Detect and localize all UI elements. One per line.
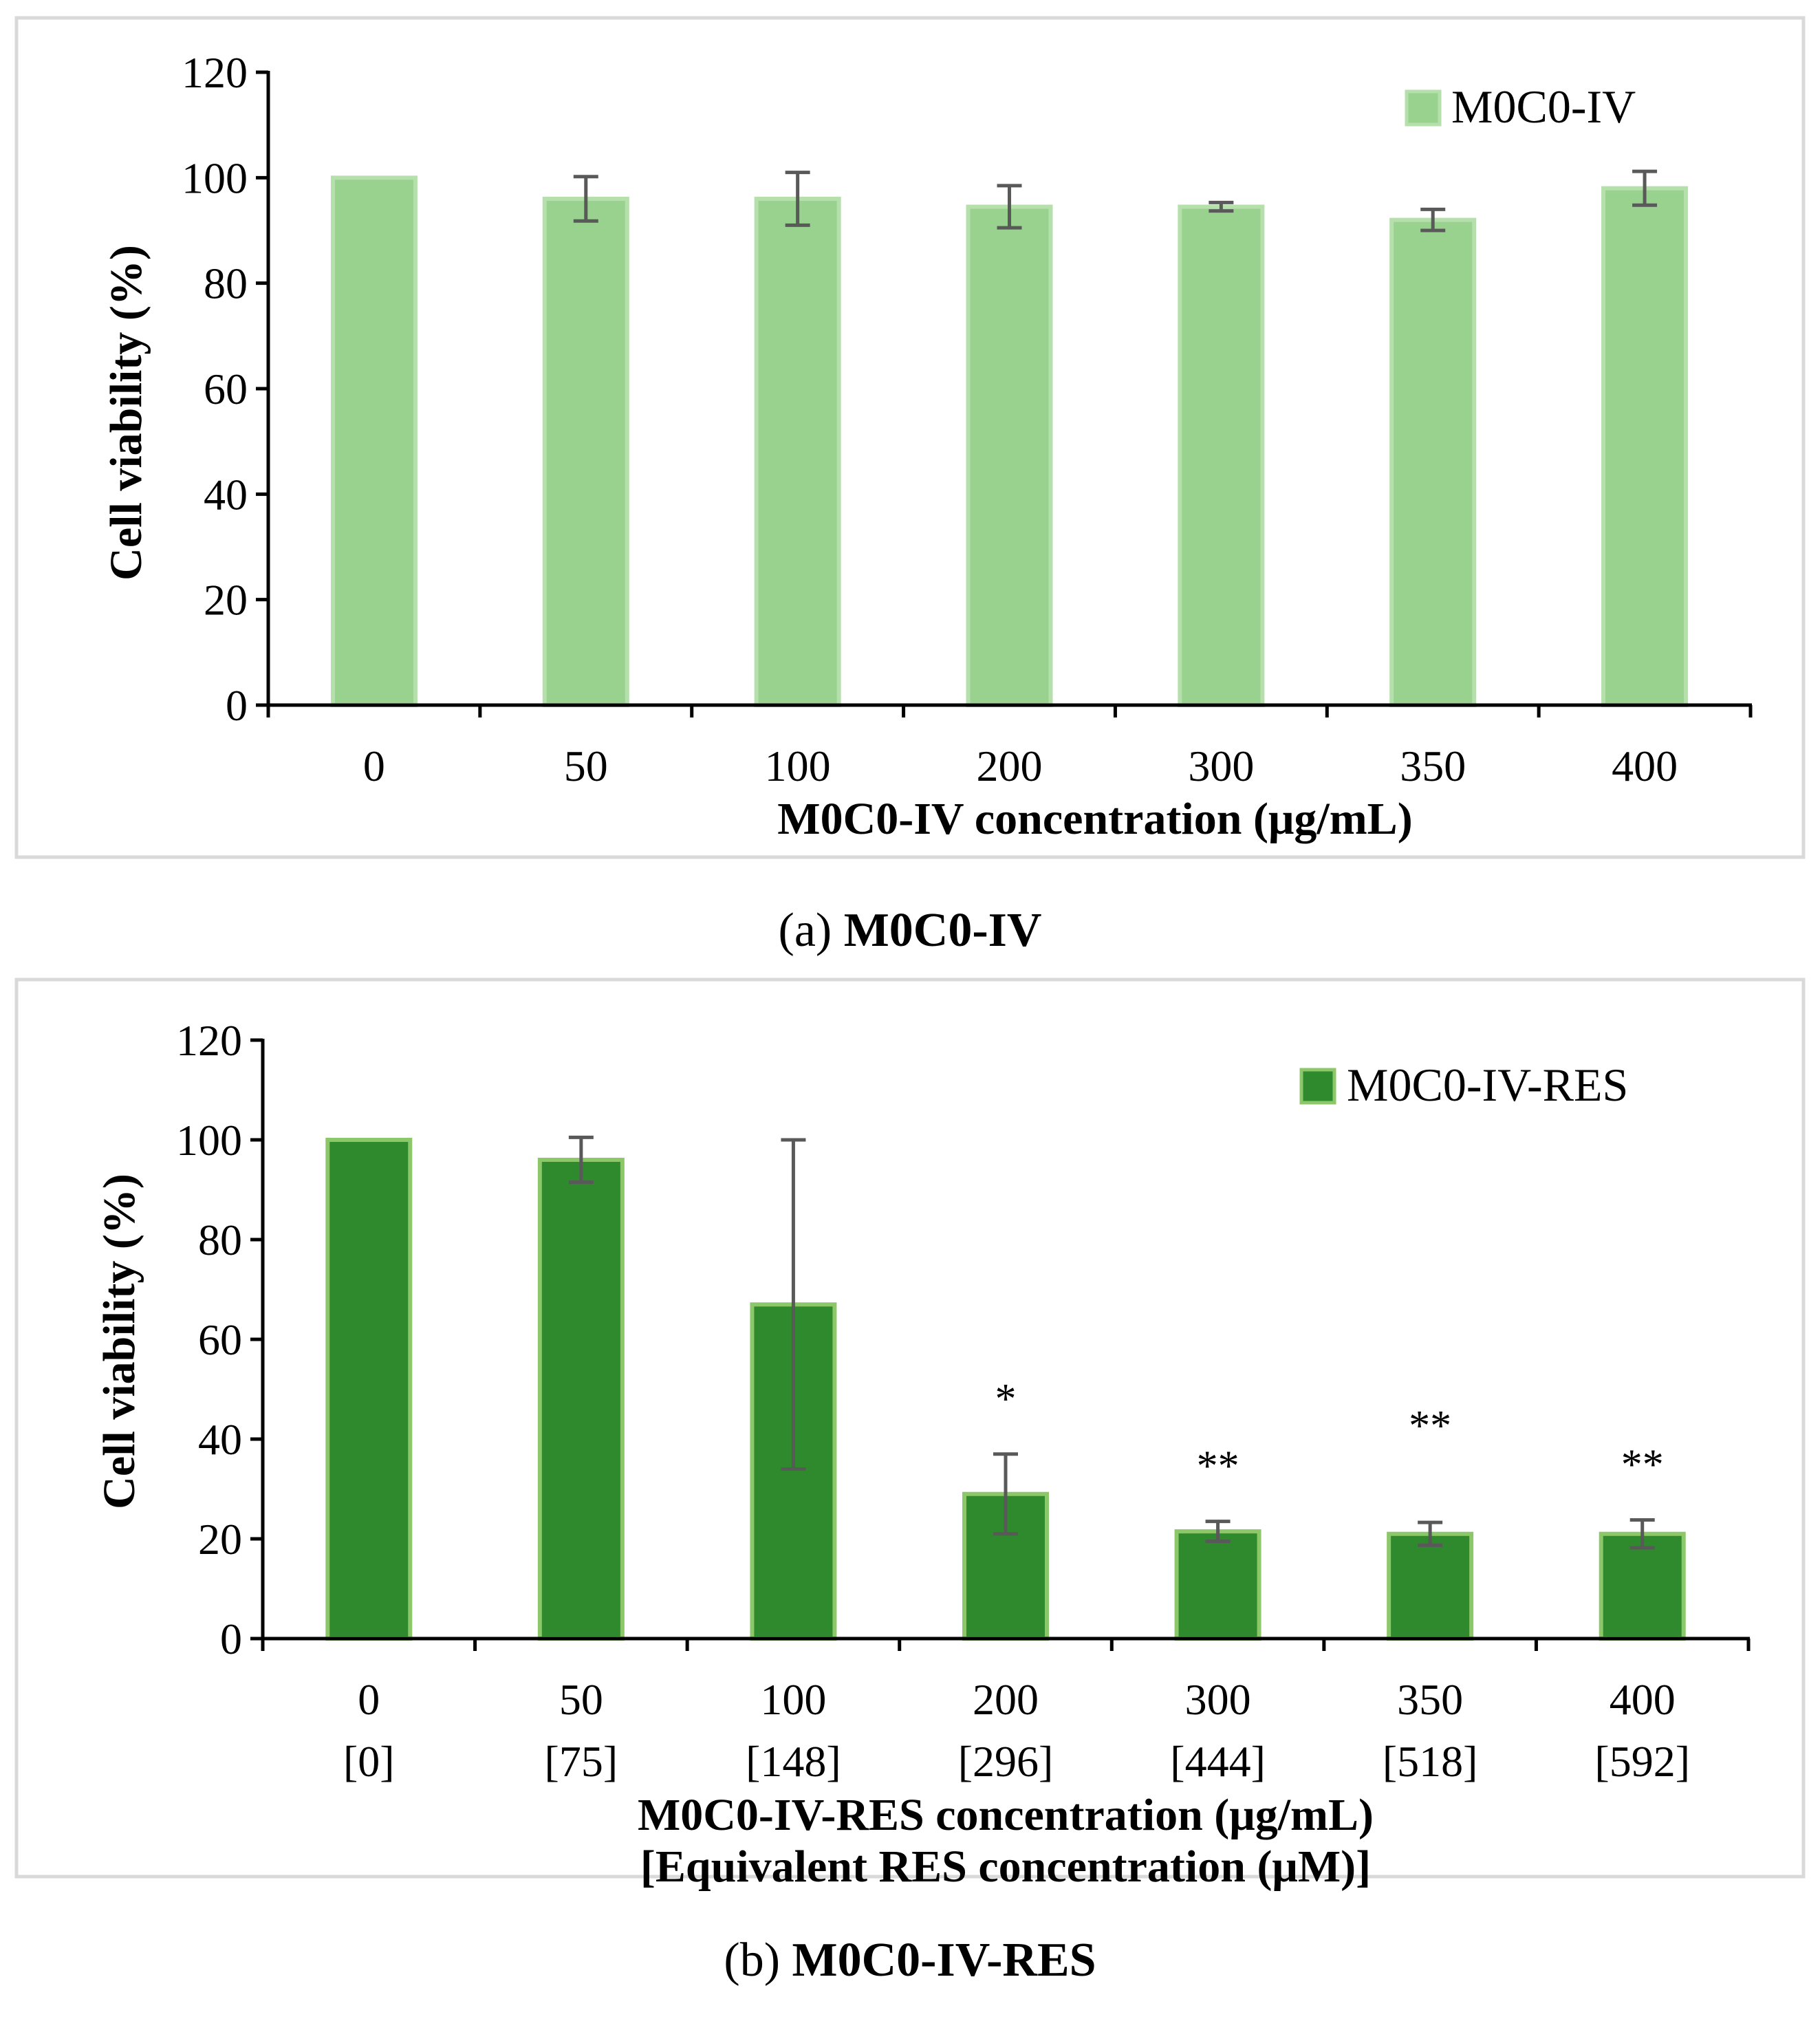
y-tick-label: 60 <box>198 1315 242 1364</box>
y-tick-label: 120 <box>176 1016 242 1065</box>
panel-b-y-tick-labels: 0 20 40 60 80 100 120 <box>176 1016 242 1663</box>
y-tick-label: 20 <box>204 576 248 625</box>
x-tick-label: 350 <box>1400 742 1466 790</box>
y-tick-label: 40 <box>204 470 248 519</box>
error-bar-50 <box>568 1135 594 1185</box>
panel-b-x-tick-labels: 0 50 100 200 300 350 400 <box>358 1675 1675 1724</box>
panel-b-caption-name: M0C0-IV-RES <box>792 1934 1096 1987</box>
panel-b-axes <box>250 1038 1751 1651</box>
panel-a-x-tick-labels: 0 50 100 200 300 350 400 <box>363 742 1678 790</box>
panel-a-y-axis-title: Cell viability (%) <box>101 245 151 581</box>
bar-0 <box>325 1138 413 1641</box>
significance-mark: ** <box>1409 1403 1451 1449</box>
error-bar-200 <box>997 184 1022 230</box>
x-sub-tick-label: [75] <box>545 1737 618 1786</box>
x-sub-tick-label: [518] <box>1383 1737 1478 1786</box>
significance-mark: ** <box>1621 1441 1664 1488</box>
panel-b-x-axis-subtitle: [Equivalent RES concentration (μM)] <box>640 1842 1371 1892</box>
y-tick-label: 100 <box>182 153 248 202</box>
panel-a-y-tick-labels: 0 20 40 60 80 100 120 <box>182 48 248 730</box>
error-bar-300 <box>1205 1520 1231 1544</box>
error-bar-50 <box>573 175 598 223</box>
panel-b-legend-swatch <box>1299 1068 1336 1105</box>
bar-0 <box>330 175 418 708</box>
panel-a-caption: (a) M0C0-IV <box>779 904 1042 957</box>
y-tick-label: 0 <box>220 1615 242 1663</box>
panel-a-caption-name: M0C0-IV <box>844 904 1042 957</box>
significance-mark: * <box>995 1376 1017 1423</box>
y-tick-label: 20 <box>198 1515 242 1564</box>
x-tick-label: 50 <box>564 742 608 790</box>
x-tick-label: 50 <box>559 1675 603 1724</box>
x-tick-label: 400 <box>1610 1675 1676 1724</box>
panel-a-axes <box>256 70 1753 717</box>
panel-a-x-axis-title: M0C0-IV concentration (μg/mL) <box>777 794 1412 844</box>
y-tick-label: 40 <box>198 1415 242 1464</box>
bar-350 <box>1387 1531 1474 1641</box>
panel-b-legend-label: M0C0-IV-RES <box>1347 1059 1628 1111</box>
panel-b-error-bars <box>568 1135 1655 1550</box>
y-tick-label: 100 <box>176 1116 242 1165</box>
error-bar-300 <box>1209 200 1234 213</box>
panel-b-caption: (b) M0C0-IV-RES <box>724 1934 1096 1987</box>
panel-a-legend: M0C0-IV <box>1405 80 1636 133</box>
y-tick-label: 120 <box>182 48 248 97</box>
y-tick-label: 0 <box>226 681 248 730</box>
bar-50 <box>542 197 629 707</box>
error-bar-350 <box>1418 1520 1443 1547</box>
error-bar-350 <box>1420 207 1446 233</box>
y-tick-label: 80 <box>204 259 248 308</box>
x-tick-label: 100 <box>760 1675 826 1724</box>
x-sub-tick-label: [592] <box>1594 1737 1690 1786</box>
y-tick-label: 60 <box>204 365 248 413</box>
bar-100 <box>754 197 841 707</box>
bar-200 <box>966 204 1053 707</box>
y-tick-label: 80 <box>198 1216 242 1264</box>
panel-a-legend-swatch <box>1405 89 1442 127</box>
x-tick-label: 200 <box>973 1675 1039 1724</box>
x-tick-label: 0 <box>358 1675 380 1724</box>
panel-b-x-sub-tick-labels: [0] [75] [148] [296] [444] [518] [592] <box>343 1737 1690 1786</box>
panel-a-caption-prefix: (a) <box>779 904 844 957</box>
panel-b-x-axis-title: M0C0-IV-RES concentration (μg/mL) <box>638 1790 1374 1840</box>
panel-a-legend-label: M0C0-IV <box>1451 80 1636 133</box>
bar-400 <box>1601 186 1689 707</box>
x-sub-tick-label: [148] <box>746 1737 841 1786</box>
x-tick-label: 0 <box>363 742 385 790</box>
x-tick-label: 350 <box>1397 1675 1463 1724</box>
panel-a-error-bars <box>573 169 1658 233</box>
bar-300 <box>1178 204 1265 707</box>
significance-mark: ** <box>1197 1443 1239 1490</box>
panel-b-frame <box>14 978 1806 1879</box>
panel-b-significance-marks: ******* <box>995 1376 1664 1490</box>
panel-b-caption-prefix: (b) <box>724 1934 792 1987</box>
bar-350 <box>1389 217 1477 707</box>
error-bar-100 <box>785 171 810 227</box>
error-bar-100 <box>781 1138 806 1471</box>
panel-b-legend: M0C0-IV-RES <box>1299 1059 1628 1111</box>
panel-a-chart: 0 20 40 60 80 100 120 0 50 100 200 300 350 400 Cell … <box>14 16 1806 859</box>
x-tick-label: 200 <box>977 742 1043 790</box>
x-tick-label: 400 <box>1612 742 1678 790</box>
panel-b-y-axis-title: Cell viability (%) <box>94 1174 144 1509</box>
x-tick-label: 300 <box>1185 1675 1251 1724</box>
x-sub-tick-label: [0] <box>343 1737 395 1786</box>
error-bar-400 <box>1629 1518 1655 1550</box>
x-sub-tick-label: [296] <box>958 1737 1054 1786</box>
panel-a-frame <box>14 16 1806 859</box>
x-sub-tick-label: [444] <box>1170 1737 1266 1786</box>
bar-400 <box>1599 1531 1686 1641</box>
x-tick-label: 100 <box>765 742 831 790</box>
error-bar-200 <box>993 1452 1018 1536</box>
bar-50 <box>537 1158 625 1641</box>
bar-300 <box>1174 1529 1261 1641</box>
error-bar-400 <box>1632 169 1658 207</box>
x-tick-label: 300 <box>1188 742 1254 790</box>
